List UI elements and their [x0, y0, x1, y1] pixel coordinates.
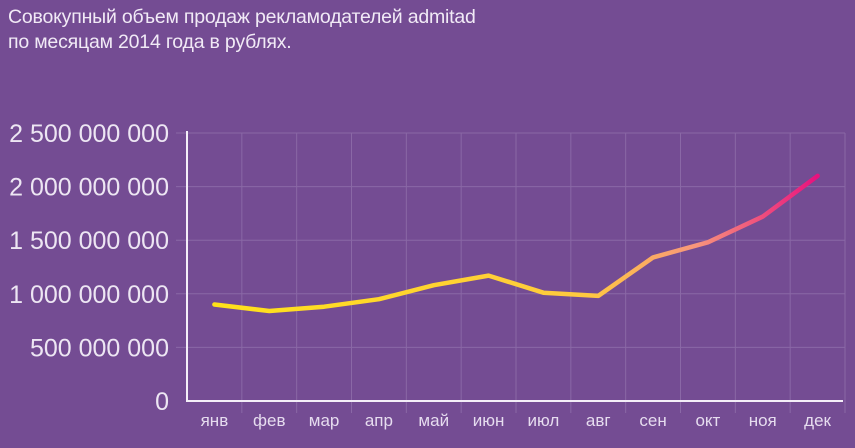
- y-tick-label: 1 500 000 000: [9, 227, 169, 255]
- chart-title: Совокупный объем продаж рекламодателей a…: [8, 5, 476, 55]
- x-tick-label: мар: [309, 411, 340, 430]
- y-tick-label: 500 000 000: [30, 334, 169, 362]
- x-tick-label: сен: [639, 411, 666, 430]
- y-axis-ticks: 0 500 000 000 1 000 000 000 1 500 000 000 2 …: [9, 120, 169, 416]
- x-tick-label: ноя: [749, 411, 777, 430]
- y-tick-label: 2 000 000 000: [9, 174, 169, 202]
- sales-volume-line: [212, 173, 820, 314]
- chart-title-line-2: по месяцам 2014 года в рублях.: [8, 31, 292, 53]
- y-tick-label: 0: [155, 388, 169, 416]
- x-axis-ticks: янв фев мар апр май июн июл авг сен окт ноя дек: [201, 411, 832, 430]
- y-tick-label: 2 500 000 000: [9, 120, 169, 148]
- x-tick-label: май: [418, 411, 449, 430]
- x-tick-label: фев: [253, 411, 285, 430]
- x-tick-label: июл: [528, 411, 560, 430]
- x-tick-label: авг: [586, 411, 611, 430]
- y-tick-label: 1 000 000 000: [9, 281, 169, 309]
- x-tick-label: янв: [201, 411, 229, 430]
- x-tick-label: окт: [695, 411, 720, 430]
- x-tick-label: июн: [473, 411, 505, 430]
- x-tick-label: апр: [365, 411, 393, 430]
- grid-lines: [176, 132, 846, 413]
- chart-title-line-1: Совокупный объем продаж рекламодателей a…: [8, 6, 476, 28]
- x-tick-label: дек: [804, 411, 831, 430]
